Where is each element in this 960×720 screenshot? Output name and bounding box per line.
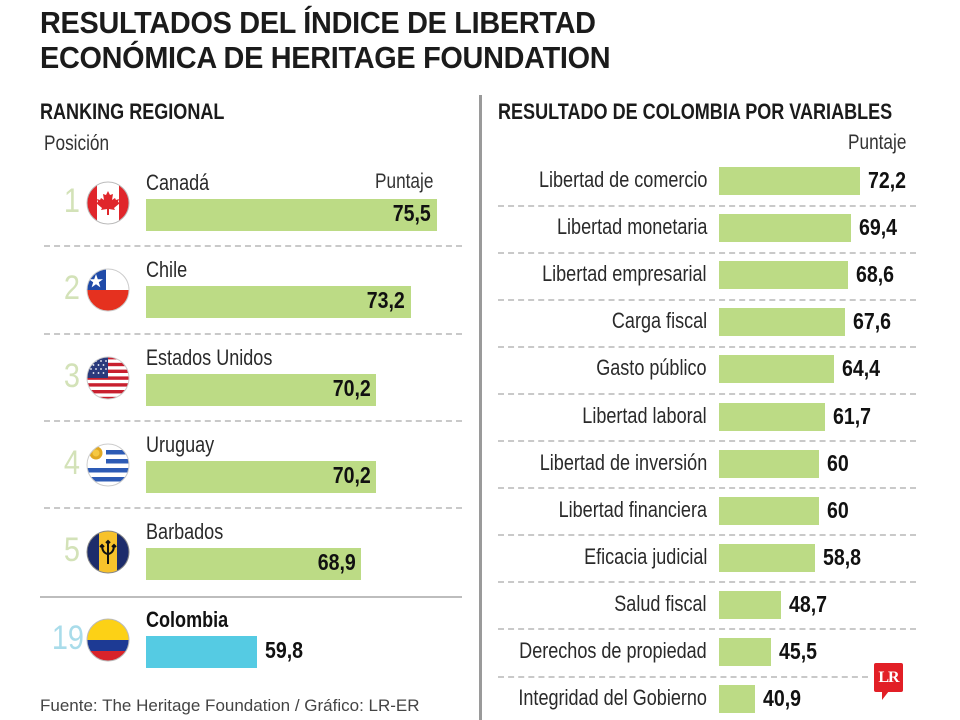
variable-bar <box>719 638 771 666</box>
value-label: 75,5 <box>393 200 432 226</box>
rank-number: 1 <box>63 182 80 220</box>
variable-bar <box>719 355 835 384</box>
variable-value: 60 <box>827 449 850 476</box>
row-separator <box>498 204 916 207</box>
variable-label: Gasto público <box>596 355 707 381</box>
variable-label: Eficacia judicial <box>583 543 707 569</box>
row-separator <box>44 333 462 335</box>
variable-bar <box>719 543 816 572</box>
value-label: 70,2 <box>332 375 371 401</box>
bar-colombia <box>146 636 258 668</box>
variable-label: Libertad laboral <box>582 402 707 428</box>
usa-flag-icon <box>86 356 130 400</box>
variable-label: Derechos de propiedad <box>519 638 707 663</box>
bar-uruguay <box>146 461 377 493</box>
title-line-2: ECONÓMICA DE HERITAGE FOUNDATION <box>40 40 611 75</box>
country-name: Uruguay <box>146 432 215 457</box>
rank-number: 5 <box>63 531 80 569</box>
row-separator <box>498 345 916 348</box>
variable-bar <box>719 167 861 195</box>
variable-label: Integridad del Gobierno <box>518 685 707 711</box>
variable-bar <box>719 308 845 337</box>
title-line-1: RESULTADOS DEL ÍNDICE DE LIBERTAD <box>40 5 596 40</box>
row-separator <box>498 251 916 254</box>
variable-bar <box>719 214 851 243</box>
country-name: Chile <box>146 257 188 282</box>
rank-number: 19 <box>51 619 84 657</box>
panel-divider <box>479 95 482 720</box>
bar-canadá <box>146 199 438 231</box>
variable-bar <box>719 685 756 714</box>
country-name: Canadá <box>146 170 210 195</box>
variables-title: RESULTADO DE COLOMBIA POR VARIABLES <box>498 99 893 124</box>
variable-bar <box>719 261 849 290</box>
variable-value: 61,7 <box>833 402 872 429</box>
variable-bar <box>719 402 826 431</box>
row-separator <box>44 420 462 422</box>
ranking-regional-title: RANKING REGIONAL <box>40 99 225 124</box>
variable-value: 45,5 <box>778 638 817 664</box>
left-score-label: Puntaje <box>375 170 434 193</box>
lr-logo: LR <box>874 663 903 692</box>
source-note: Fuente: The Heritage Foundation / Gráfic… <box>40 696 420 715</box>
variable-value: 58,8 <box>823 543 862 570</box>
country-name: Barbados <box>146 519 224 544</box>
barbados-flag-icon <box>86 530 130 574</box>
variable-bar <box>719 449 820 478</box>
variable-label: Libertad financiera <box>558 496 707 522</box>
right-score-label: Puntaje <box>848 131 907 154</box>
position-label: Posición <box>44 132 110 155</box>
row-separator <box>498 581 916 584</box>
colombia-separator <box>40 596 462 598</box>
row-separator <box>498 675 868 678</box>
bar-barbados <box>146 548 362 580</box>
bar-chile <box>146 286 411 318</box>
uruguay-flag-icon <box>86 443 130 487</box>
colombia-flag-icon <box>86 618 130 662</box>
row-separator <box>498 440 916 443</box>
value-label: 59,8 <box>265 637 304 663</box>
variable-value: 68,6 <box>856 261 895 288</box>
value-label: 70,2 <box>332 462 371 488</box>
variable-label: Libertad de inversión <box>539 449 707 475</box>
row-separator <box>44 507 462 509</box>
rank-number: 3 <box>63 357 80 395</box>
variable-value: 69,4 <box>858 214 897 241</box>
country-name: Colombia <box>146 607 229 632</box>
rank-number: 2 <box>63 269 80 307</box>
row-separator <box>44 245 462 247</box>
country-name: Estados Unidos <box>146 345 273 370</box>
variable-bar <box>719 590 782 619</box>
rank-number: 4 <box>63 444 80 482</box>
row-separator <box>498 628 916 631</box>
row-separator <box>498 534 916 537</box>
row-separator <box>498 487 916 490</box>
variable-label: Libertad monetaria <box>556 214 707 240</box>
value-label: 73,2 <box>366 287 405 313</box>
page-title: RESULTADOS DEL ÍNDICE DE LIBERTAD ECONÓM… <box>40 5 611 75</box>
variable-label: Libertad de comercio <box>538 167 707 192</box>
variable-value: 67,6 <box>852 308 891 335</box>
chile-flag-icon <box>86 268 130 312</box>
variable-value: 48,7 <box>789 590 828 617</box>
lr-logo-tail <box>882 691 889 700</box>
row-separator <box>498 298 916 301</box>
value-label: 68,9 <box>317 549 356 575</box>
canada-flag-icon <box>86 181 130 225</box>
variable-label: Libertad empresarial <box>542 261 707 287</box>
variable-label: Salud fiscal <box>614 590 707 616</box>
variable-value: 60 <box>827 496 850 523</box>
variable-value: 40,9 <box>763 685 802 712</box>
variable-value: 64,4 <box>842 355 881 382</box>
variable-label: Carga fiscal <box>611 308 707 334</box>
row-separator <box>498 392 916 395</box>
variable-value: 72,2 <box>868 167 907 193</box>
variable-bar <box>719 496 820 525</box>
bar-estados-unidos <box>146 374 377 406</box>
